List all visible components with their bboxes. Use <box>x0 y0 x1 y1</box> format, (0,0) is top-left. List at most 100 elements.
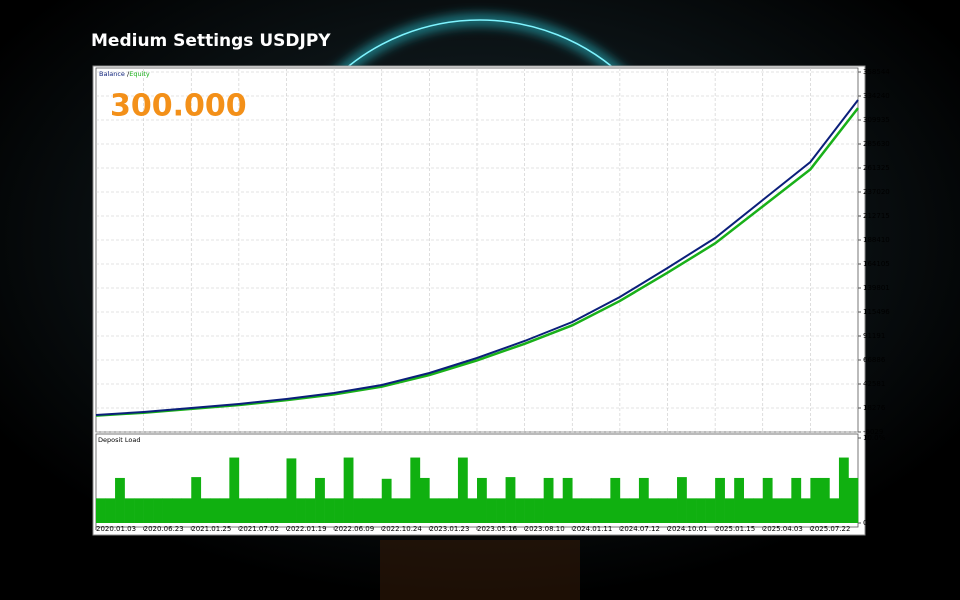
legend: Balance /Equity <box>99 70 150 78</box>
bar <box>296 498 306 523</box>
bar <box>705 498 716 523</box>
bar <box>143 498 154 523</box>
bar <box>115 477 125 523</box>
x-tick-label: 2023.05.16 <box>477 525 518 533</box>
bar <box>181 498 192 523</box>
bar <box>391 498 402 523</box>
x-tick-label: 2023.08.10 <box>525 525 565 533</box>
bar <box>715 477 725 523</box>
bar <box>505 477 516 523</box>
bar <box>334 498 344 523</box>
bar <box>419 477 430 523</box>
annotation: 300.000 <box>110 89 247 124</box>
bar <box>343 457 354 523</box>
bar <box>353 498 363 523</box>
bar <box>515 498 525 523</box>
x-tick-label: 2023.01.23 <box>429 525 469 533</box>
bar <box>648 498 659 523</box>
x-tick-label: 2020.06.23 <box>144 525 184 533</box>
bar <box>315 477 325 523</box>
bar <box>772 498 783 523</box>
decor <box>380 540 580 600</box>
bar <box>829 498 840 523</box>
bar <box>591 498 602 523</box>
bar <box>477 477 487 523</box>
bar <box>219 498 230 523</box>
bar <box>286 458 297 523</box>
legend-separator: / <box>127 70 130 78</box>
bar <box>372 498 383 523</box>
y-tick-label: 212715 <box>863 212 890 220</box>
bar <box>524 498 535 523</box>
bar <box>848 477 859 523</box>
bar <box>667 498 678 523</box>
bar <box>200 498 211 523</box>
y-tick-label: 18276 <box>863 404 886 412</box>
bar <box>448 498 459 523</box>
y-tick-label: 334240 <box>863 92 890 100</box>
y-tick-label: 309935 <box>863 116 890 124</box>
bar <box>562 477 573 523</box>
x-tick-label: 2022.06.09 <box>334 525 374 533</box>
bar <box>686 498 697 523</box>
x-tick-label: 2022.10.24 <box>382 525 423 533</box>
x-tick-label: 2022.01.19 <box>287 525 327 533</box>
y-tick-label: 188410 <box>863 236 890 244</box>
bar <box>781 498 792 523</box>
y-tick-label: 358544 <box>863 68 890 76</box>
bar <box>753 498 764 523</box>
x-tick-label: 2025.01.15 <box>715 525 755 533</box>
bar <box>267 498 278 523</box>
bar <box>276 498 287 523</box>
x-tick-label: 2020.01.03 <box>96 525 136 533</box>
bar <box>496 498 506 523</box>
panel-title: Deposit Load <box>98 436 141 444</box>
bar <box>800 498 811 523</box>
bar <box>257 498 268 523</box>
bar <box>810 477 821 523</box>
y-tick-label: 261325 <box>863 164 890 172</box>
bar <box>134 498 144 523</box>
bar <box>381 478 392 523</box>
x-tick-label: 2025.04.03 <box>763 525 803 533</box>
bar <box>429 498 440 523</box>
bar <box>657 498 668 523</box>
bar <box>410 457 421 523</box>
bar <box>324 498 335 523</box>
y-tick-label: 115496 <box>863 308 890 316</box>
bar <box>172 498 183 523</box>
y-tick-label: 237020 <box>863 188 890 196</box>
bar <box>762 477 773 523</box>
bar <box>819 477 830 523</box>
bar <box>362 498 373 523</box>
bar <box>238 498 249 523</box>
bar <box>467 498 478 523</box>
bar <box>400 498 411 523</box>
x-tick-label: 2021.01.25 <box>191 525 231 533</box>
y-tick-label: 10.0% <box>863 434 886 442</box>
bar <box>229 457 240 523</box>
chart-panel <box>92 65 866 536</box>
bar <box>791 477 802 523</box>
x-tick-label: 2025.07.22 <box>810 525 850 533</box>
bar <box>610 477 621 523</box>
bar <box>600 498 611 523</box>
x-tick-label: 2024.10.01 <box>668 525 708 533</box>
y-tick-label: 66886 <box>863 356 886 364</box>
bar <box>743 498 754 523</box>
bar <box>838 457 849 523</box>
bar <box>638 477 649 523</box>
x-tick-label: 2024.07.12 <box>620 525 660 533</box>
y-tick-label: 0.0% <box>863 519 881 527</box>
y-tick-label: 164105 <box>863 260 890 268</box>
y-tick-label: 91191 <box>863 332 885 340</box>
series-line <box>95 99 859 416</box>
y-tick-label: 139801 <box>863 284 890 292</box>
bar <box>553 498 564 523</box>
bar <box>581 498 592 523</box>
x-tick-label: 2024.01.11 <box>572 525 612 533</box>
y-tick-label: -6029 <box>863 428 883 436</box>
bar <box>162 498 173 523</box>
legend-entry: Equity <box>129 70 150 78</box>
